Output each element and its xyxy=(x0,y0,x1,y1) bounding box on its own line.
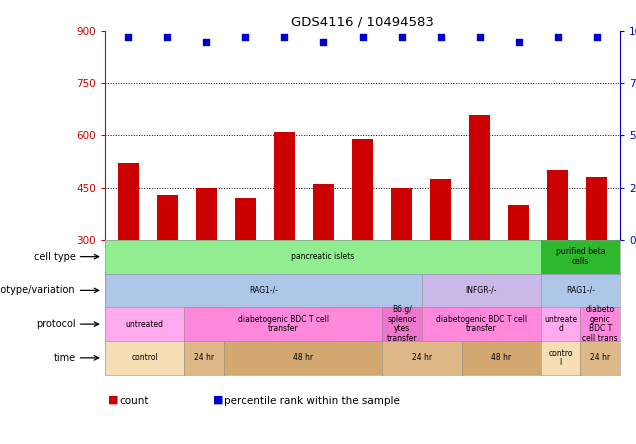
Bar xyxy=(273,132,295,240)
Text: cell type: cell type xyxy=(34,252,76,262)
Text: untreate
d: untreate d xyxy=(544,315,577,333)
Point xyxy=(436,34,446,41)
Text: INFGR-/-: INFGR-/- xyxy=(466,286,497,295)
Point xyxy=(513,38,523,45)
Text: diabeto
genic
BDC T
cell trans: diabeto genic BDC T cell trans xyxy=(583,305,618,343)
Text: 48 hr: 48 hr xyxy=(491,353,511,362)
Text: count: count xyxy=(119,396,148,406)
Text: pancreatic islets: pancreatic islets xyxy=(291,252,354,261)
Text: 48 hr: 48 hr xyxy=(293,353,313,362)
Point xyxy=(319,38,329,45)
Text: RAG1-/-: RAG1-/- xyxy=(249,286,278,295)
Bar xyxy=(118,163,139,240)
Bar xyxy=(508,205,529,240)
Text: percentile rank within the sample: percentile rank within the sample xyxy=(224,396,400,406)
Text: contro
l: contro l xyxy=(548,349,573,367)
Point xyxy=(357,34,368,41)
Text: 24 hr: 24 hr xyxy=(194,353,214,362)
Text: RAG1-/-: RAG1-/- xyxy=(566,286,595,295)
Point xyxy=(123,34,134,41)
Point xyxy=(240,34,251,41)
Bar xyxy=(235,198,256,240)
Point xyxy=(202,38,212,45)
Bar xyxy=(547,170,569,240)
Bar xyxy=(196,187,217,240)
Text: 24 hr: 24 hr xyxy=(412,353,432,362)
Bar xyxy=(352,139,373,240)
Point xyxy=(474,34,485,41)
Text: ■: ■ xyxy=(213,394,224,404)
Text: purified beta
cells: purified beta cells xyxy=(556,247,605,266)
Text: untreated: untreated xyxy=(125,320,163,329)
Point xyxy=(279,34,289,41)
Bar xyxy=(469,115,490,240)
Title: GDS4116 / 10494583: GDS4116 / 10494583 xyxy=(291,16,434,28)
Text: control: control xyxy=(131,353,158,362)
Text: ■: ■ xyxy=(108,394,119,404)
Bar xyxy=(313,184,335,240)
Text: 24 hr: 24 hr xyxy=(590,353,611,362)
Point xyxy=(591,34,602,41)
Text: diabetogenic BDC T cell
transfer: diabetogenic BDC T cell transfer xyxy=(436,315,527,333)
Bar xyxy=(391,188,412,240)
Point xyxy=(162,34,172,41)
Text: time: time xyxy=(53,353,76,363)
Point xyxy=(553,34,563,41)
Text: diabetogenic BDC T cell
transfer: diabetogenic BDC T cell transfer xyxy=(238,315,329,333)
Bar xyxy=(430,179,452,240)
Text: protocol: protocol xyxy=(36,319,76,329)
Bar xyxy=(156,194,178,240)
Text: genotype/variation: genotype/variation xyxy=(0,285,76,295)
Point xyxy=(396,34,406,41)
Text: B6.g/
splenoc
ytes
transfer: B6.g/ splenoc ytes transfer xyxy=(387,305,417,343)
Bar xyxy=(586,177,607,240)
